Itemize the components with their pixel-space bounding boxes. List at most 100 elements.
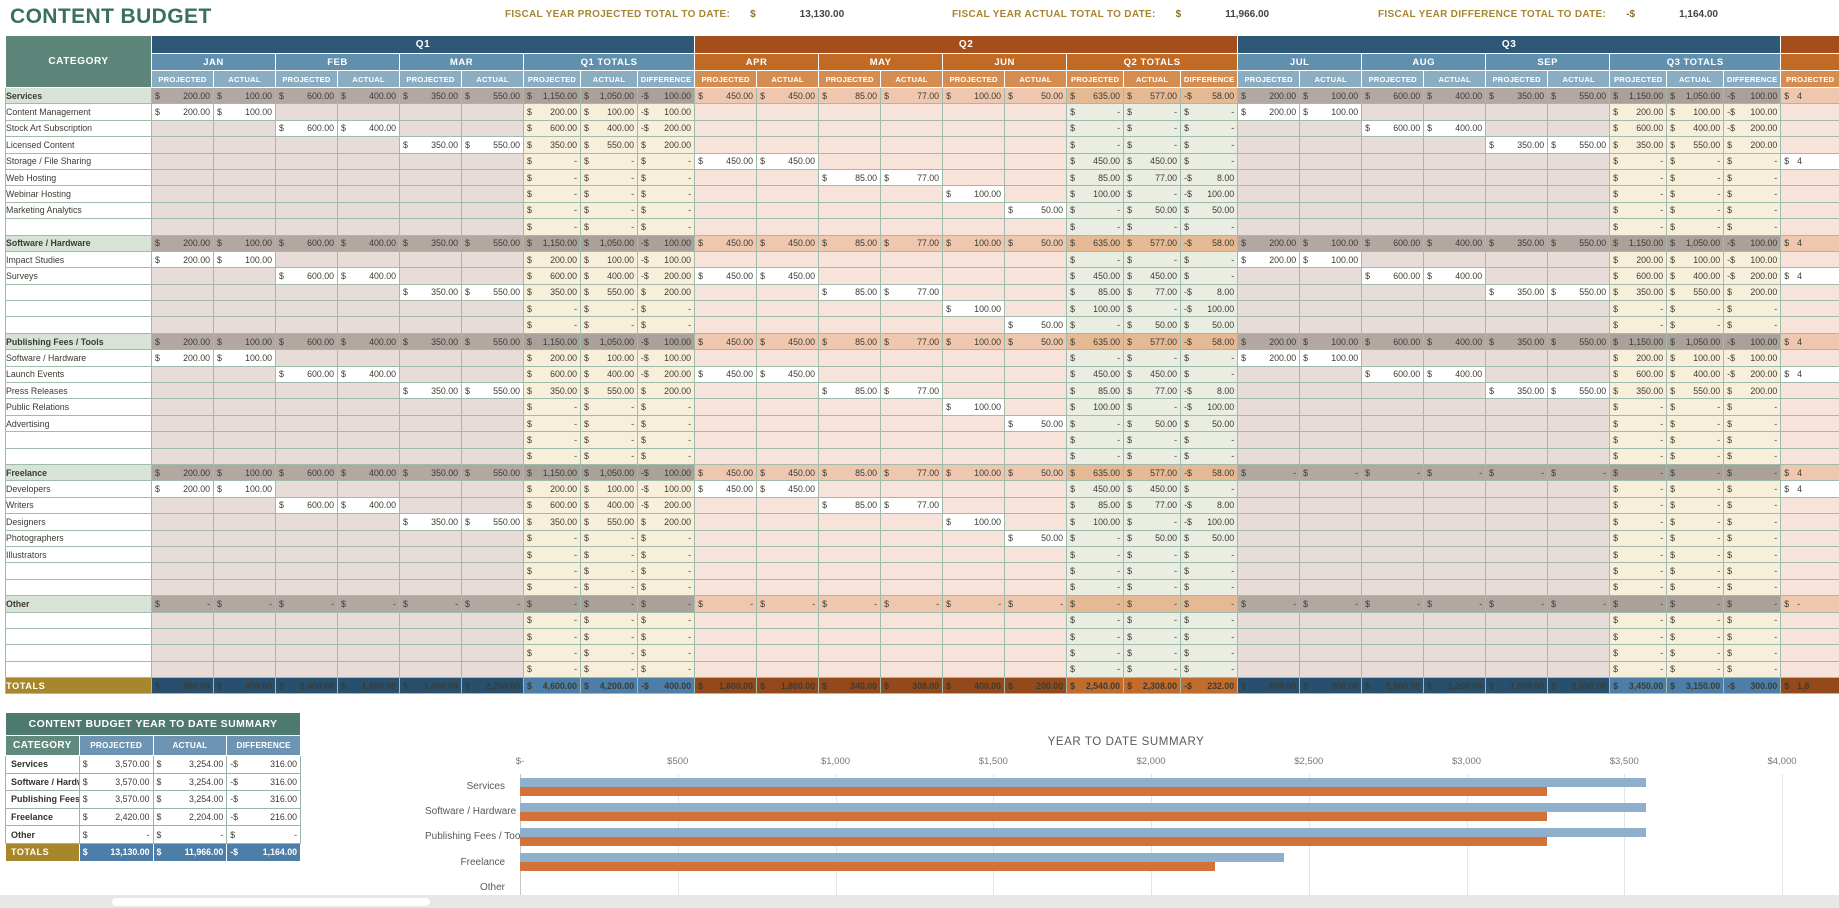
budget-cell[interactable]: $350.00	[399, 463, 462, 482]
budget-cell[interactable]: $ -	[1609, 529, 1668, 547]
budget-cell[interactable]	[694, 447, 758, 465]
budget-cell[interactable]	[1423, 529, 1487, 547]
budget-cell[interactable]: $ -	[1237, 463, 1301, 482]
budget-cell[interactable]: -$ 100.00	[636, 250, 696, 269]
budget-cell[interactable]	[942, 496, 1006, 515]
budget-cell[interactable]	[275, 250, 338, 269]
budget-cell[interactable]: $100.00	[1299, 250, 1363, 269]
budget-cell[interactable]	[694, 283, 758, 302]
budget-cell[interactable]	[1237, 365, 1301, 384]
budget-cell[interactable]	[1485, 431, 1549, 449]
budget-cell[interactable]	[1361, 627, 1425, 646]
budget-cell[interactable]: $ -	[636, 627, 696, 646]
budget-cell[interactable]: $ -	[1609, 316, 1668, 334]
summary-cell[interactable]: $ -	[226, 825, 301, 844]
budget-cell[interactable]	[337, 627, 400, 646]
budget-cell[interactable]	[880, 480, 944, 498]
budget-cell[interactable]	[399, 349, 462, 367]
budget-cell[interactable]	[399, 103, 462, 121]
month-header-aug[interactable]: AUG	[1361, 53, 1487, 71]
budget-cell[interactable]	[880, 562, 944, 580]
budget-cell[interactable]: $ -	[1180, 365, 1239, 384]
row-label[interactable]	[5, 447, 152, 465]
budget-cell[interactable]	[880, 152, 944, 170]
budget-cell[interactable]	[694, 201, 758, 220]
budget-cell[interactable]: $4	[1780, 463, 1839, 482]
budget-cell[interactable]: $ -	[1609, 218, 1668, 236]
budget-cell[interactable]	[1485, 365, 1549, 384]
budget-cell[interactable]	[461, 660, 524, 679]
budget-cell[interactable]	[818, 562, 882, 580]
budget-cell[interactable]	[1780, 414, 1839, 433]
budget-cell[interactable]	[337, 513, 400, 531]
budget-cell[interactable]	[461, 562, 524, 580]
budget-cell[interactable]: $400.00	[1423, 332, 1487, 351]
budget-cell[interactable]	[1004, 513, 1068, 531]
budget-cell[interactable]	[1547, 398, 1611, 416]
budget-cell[interactable]	[1423, 152, 1487, 170]
budget-cell[interactable]: $200.00	[1237, 86, 1301, 105]
budget-cell[interactable]	[880, 267, 944, 285]
budget-cell[interactable]	[1299, 627, 1363, 646]
budget-cell[interactable]: $ -	[636, 300, 696, 318]
budget-cell[interactable]: $ -	[1123, 627, 1182, 646]
budget-total-cell[interactable]: $4,600.00	[523, 677, 581, 695]
budget-cell[interactable]: $1,150.00	[523, 234, 581, 252]
budget-cell[interactable]	[213, 431, 276, 449]
budget-total-cell[interactable]: $3,150.00	[1666, 677, 1725, 695]
budget-cell[interactable]: $ -	[1609, 300, 1668, 318]
budget-cell[interactable]	[818, 480, 882, 498]
budget-cell[interactable]	[1547, 168, 1611, 187]
budget-cell[interactable]	[942, 382, 1006, 400]
budget-cell[interactable]	[1547, 480, 1611, 498]
budget-cell[interactable]: $ -	[1123, 103, 1182, 121]
budget-cell[interactable]: $ -	[1423, 595, 1487, 613]
budget-cell[interactable]: $50.00	[1180, 201, 1239, 220]
budget-cell[interactable]: $ -	[1609, 398, 1668, 416]
metric-value[interactable]: 1,164.00	[1679, 9, 1718, 20]
budget-cell[interactable]	[399, 218, 462, 236]
budget-cell[interactable]: -$ 58.00	[1180, 463, 1239, 482]
budget-cell[interactable]	[1361, 414, 1425, 433]
budget-cell[interactable]	[1237, 578, 1301, 597]
budget-cell[interactable]	[337, 152, 400, 170]
budget-cell[interactable]: $ -	[756, 595, 820, 613]
budget-cell[interactable]: $600.00	[1361, 86, 1425, 105]
budget-cell[interactable]: $ -	[1123, 513, 1182, 531]
budget-cell[interactable]: $550.00	[1547, 382, 1611, 400]
budget-cell[interactable]	[1423, 316, 1487, 334]
budget-cell[interactable]	[1423, 562, 1487, 580]
summary-cell[interactable]: $11,966.00	[152, 842, 228, 862]
sub-header[interactable]: PROJECTED	[399, 70, 462, 88]
budget-cell[interactable]	[880, 365, 944, 384]
budget-cell[interactable]	[818, 513, 882, 531]
budget-cell[interactable]: $550.00	[1666, 136, 1725, 154]
sub-header[interactable]: ACTUAL	[1666, 70, 1725, 88]
budget-cell[interactable]	[1004, 119, 1068, 138]
budget-cell[interactable]: $ -	[1066, 250, 1125, 269]
budget-cell[interactable]: $ -	[580, 185, 638, 203]
budget-cell[interactable]: $ -	[580, 218, 638, 236]
budget-cell[interactable]	[1423, 382, 1487, 400]
budget-cell[interactable]	[1423, 136, 1487, 154]
budget-total-cell[interactable]: $1,800.00	[1361, 677, 1425, 695]
budget-cell[interactable]	[399, 611, 462, 629]
budget-cell[interactable]: $100.00	[1666, 103, 1725, 121]
budget-cell[interactable]	[1547, 545, 1611, 564]
budget-cell[interactable]: $ -	[1609, 201, 1668, 220]
budget-cell[interactable]: $200.00	[151, 332, 214, 351]
budget-cell[interactable]: $1,050.00	[580, 463, 638, 482]
budget-cell[interactable]	[337, 480, 400, 498]
budget-cell[interactable]	[213, 382, 276, 400]
budget-cell[interactable]	[1237, 545, 1301, 564]
budget-cell[interactable]	[818, 447, 882, 465]
budget-cell[interactable]: $350.00	[523, 136, 581, 154]
budget-cell[interactable]: $ -	[580, 644, 638, 662]
budget-total-cell[interactable]: $1,600.00	[337, 677, 400, 695]
budget-cell[interactable]: $ -	[1180, 218, 1239, 236]
budget-cell[interactable]	[1780, 168, 1839, 187]
budget-cell[interactable]: $ -	[1609, 480, 1668, 498]
budget-cell[interactable]: $600.00	[275, 267, 338, 285]
budget-cell[interactable]: $550.00	[461, 332, 524, 351]
budget-cell[interactable]: -$ 8.00	[1180, 382, 1239, 400]
